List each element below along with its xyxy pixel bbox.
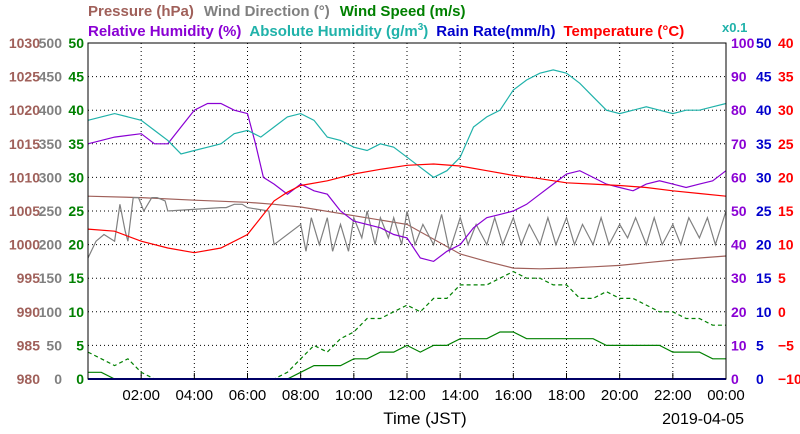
y-tick-label: 45 <box>68 69 84 85</box>
y-tick-label: 1025 <box>9 69 40 85</box>
y-tick-label: 70 <box>731 136 747 152</box>
y-tick-label: 0 <box>756 371 764 387</box>
y-tick-label: 10 <box>778 237 794 253</box>
y-tick-label: 1015 <box>9 136 40 152</box>
y-tick-label: 25 <box>756 203 772 219</box>
y-tick-label: 10 <box>68 304 84 320</box>
y-tick-label: 0 <box>76 371 84 387</box>
y-tick-label: 450 <box>39 69 63 85</box>
y-tick-label: 5 <box>756 337 764 353</box>
y-tick-label: 35 <box>778 69 794 85</box>
y-tick-label: 90 <box>731 69 747 85</box>
y-tick-label: 40 <box>731 237 747 253</box>
series-layer <box>87 69 727 380</box>
y-tick-label: 250 <box>39 203 63 219</box>
y-tick-label: 0 <box>731 371 739 387</box>
x-tick-label: 08:00 <box>282 387 320 404</box>
date-label: 2019-04-05 <box>662 411 744 428</box>
x-tick-label: 00:00 <box>707 387 745 404</box>
y-tick-label: 30 <box>756 169 772 185</box>
legend-entry: Wind Direction (°) <box>204 3 330 20</box>
legend: Pressure (hPa) Wind Direction (°) Wind Spe… <box>88 3 747 40</box>
y-tick-label: −10 <box>778 371 800 387</box>
axes: 9809859909951000100510101015102010251030… <box>9 35 800 404</box>
x-tick-label: 12:00 <box>388 387 426 404</box>
y-tick-label: 35 <box>68 136 84 152</box>
abs-humidity-scale: x0.1 <box>722 20 747 35</box>
series-line <box>87 163 727 254</box>
y-tick-label: 0 <box>778 304 786 320</box>
y-tick-label: 45 <box>756 69 772 85</box>
y-tick-label: −5 <box>778 337 794 353</box>
y-tick-label: 500 <box>39 35 63 51</box>
y-tick-label: 150 <box>39 270 63 286</box>
y-tick-label: 10 <box>756 304 772 320</box>
y-tick-label: 350 <box>39 136 63 152</box>
y-tick-label: 50 <box>731 203 747 219</box>
y-tick-label: 50 <box>756 35 772 51</box>
y-tick-label: 980 <box>17 371 41 387</box>
y-tick-label: 60 <box>731 169 747 185</box>
y-tick-label: 40 <box>778 35 794 51</box>
legend-entry: Temperature (°C) <box>563 23 684 40</box>
legend-entry: Pressure (hPa) <box>88 3 194 20</box>
legend-entry: Relative Humidity (%) <box>88 23 241 40</box>
legend-entry: Wind Speed (m/s) <box>340 3 466 20</box>
y-tick-label: 100 <box>731 35 755 51</box>
legend-entry: Rain Rate(mm/h) <box>436 23 555 40</box>
y-tick-label: 30 <box>778 102 794 118</box>
y-tick-label: 20 <box>756 237 772 253</box>
y-tick-label: 1005 <box>9 203 40 219</box>
y-tick-label: 1000 <box>9 237 40 253</box>
x-tick-label: 10:00 <box>335 387 373 404</box>
series-line <box>87 69 727 179</box>
y-tick-label: 30 <box>731 270 747 286</box>
y-tick-label: 40 <box>756 102 772 118</box>
y-tick-label: 50 <box>68 35 84 51</box>
y-tick-label: 200 <box>39 237 63 253</box>
y-tick-label: 1020 <box>9 102 40 118</box>
x-tick-label: 18:00 <box>548 387 586 404</box>
x-tick-label: 16:00 <box>495 387 533 404</box>
y-tick-label: 5 <box>76 337 84 353</box>
y-tick-label: 15 <box>68 270 84 286</box>
y-tick-label: 20 <box>68 237 84 253</box>
x-axis-label: Time (JST) <box>383 409 466 428</box>
y-tick-label: 1010 <box>9 169 40 185</box>
y-tick-label: 100 <box>39 304 63 320</box>
series-line <box>87 270 726 380</box>
y-tick-label: 50 <box>46 337 62 353</box>
y-tick-label: 35 <box>756 136 772 152</box>
y-tick-label: 20 <box>731 304 747 320</box>
y-tick-label: 15 <box>756 270 772 286</box>
x-tick-label: 22:00 <box>654 387 692 404</box>
x-tick-label: 20:00 <box>601 387 639 404</box>
x-tick-label: 06:00 <box>229 387 267 404</box>
y-tick-label: 1030 <box>9 35 40 51</box>
y-tick-label: 25 <box>778 136 794 152</box>
series-line <box>87 197 727 259</box>
legend-entry: Absolute Humidity (g/m3) <box>249 22 428 40</box>
x-tick-label: 04:00 <box>176 387 214 404</box>
y-tick-label: 995 <box>17 270 41 286</box>
y-tick-label: 20 <box>778 169 794 185</box>
y-tick-label: 25 <box>68 203 84 219</box>
series-line <box>87 102 727 263</box>
y-tick-label: 300 <box>39 169 63 185</box>
y-tick-label: 400 <box>39 102 63 118</box>
y-tick-label: 40 <box>68 102 84 118</box>
y-tick-label: 80 <box>731 102 747 118</box>
y-tick-label: 10 <box>731 337 747 353</box>
x-tick-label: 14:00 <box>441 387 479 404</box>
y-tick-label: 5 <box>778 270 786 286</box>
y-tick-label: 0 <box>54 371 62 387</box>
y-tick-label: 15 <box>778 203 794 219</box>
series-line <box>87 195 727 270</box>
y-tick-label: 990 <box>17 304 41 320</box>
x-tick-label: 02:00 <box>122 387 160 404</box>
y-tick-label: 30 <box>68 169 84 185</box>
y-tick-label: 985 <box>17 337 41 353</box>
